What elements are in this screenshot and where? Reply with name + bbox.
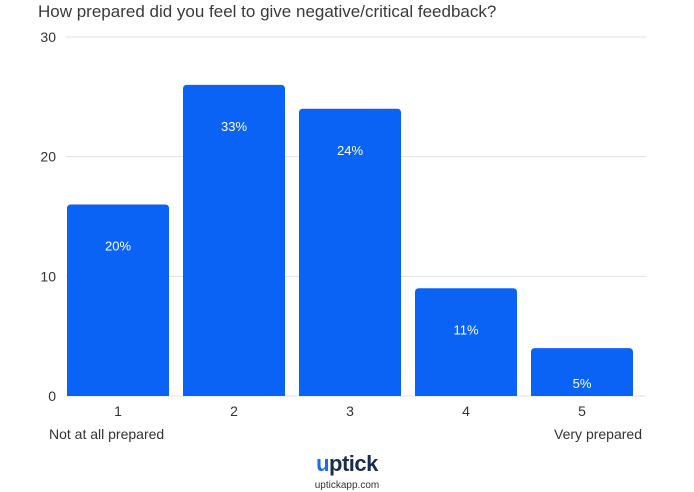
- x-tick-label: 4: [462, 403, 470, 419]
- y-tick-label: 10: [40, 268, 56, 284]
- data-label: 24%: [337, 143, 363, 158]
- bar: [531, 348, 633, 396]
- data-label: 11%: [453, 322, 478, 337]
- uptick-logo: uptick: [0, 451, 694, 477]
- bar-chart: 0 10 20 30 20% 1 33% 2 24% 3 11% 4 5% 5: [40, 29, 646, 419]
- x-tick-label: 1: [114, 403, 122, 419]
- y-tick-label: 0: [48, 388, 56, 404]
- logo-rest: ptick: [329, 451, 378, 476]
- x-tick-label: 2: [230, 403, 238, 419]
- scale-low-label: Not at all prepared: [49, 426, 165, 442]
- chart-title: How prepared did you feel to give negati…: [38, 2, 497, 21]
- bar: [67, 204, 169, 396]
- website-text: uptickapp.com: [314, 480, 380, 491]
- data-label: 20%: [105, 239, 131, 254]
- bar: [299, 108, 401, 397]
- x-tick-label: 5: [578, 403, 586, 419]
- bar: [415, 288, 517, 396]
- logo-accent: u: [316, 451, 330, 476]
- bar: [183, 84, 285, 396]
- y-tick-label: 30: [40, 29, 56, 45]
- data-label: 33%: [221, 119, 247, 134]
- y-tick-label: 20: [40, 149, 56, 165]
- scale-high-label: Very prepared: [554, 426, 642, 442]
- data-label: 5%: [573, 376, 592, 391]
- x-tick-label: 3: [346, 403, 354, 419]
